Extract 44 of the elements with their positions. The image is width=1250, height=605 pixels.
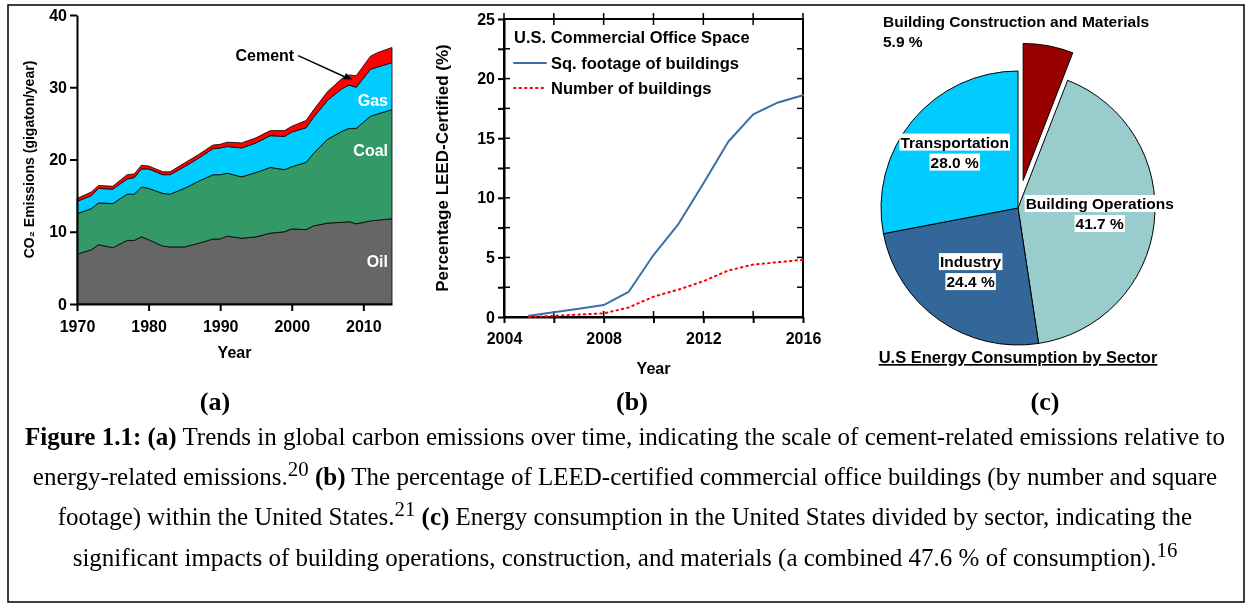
x-axis-title: Year <box>636 360 671 377</box>
x-axis-title: Year <box>217 344 252 361</box>
slice-label: Building Operations <box>1025 195 1174 213</box>
slice-label: Building Construction and Materials <box>883 13 1150 30</box>
x-tick-label: 2008 <box>586 329 623 347</box>
y-tick-label: 10 <box>477 189 496 207</box>
y-tick-label: 25 <box>477 10 496 28</box>
y-tick-label: 40 <box>49 6 68 24</box>
y-axis-title: CO₂ Emissions (gigaton/year) <box>21 60 37 259</box>
y-tick-label: 30 <box>49 78 68 96</box>
series-label: Oil <box>366 253 388 271</box>
x-tick-label: 2004 <box>486 329 523 347</box>
y-tick-label: 15 <box>477 129 496 147</box>
legend-label: Number of buildings <box>551 79 712 97</box>
y-tick-label: 20 <box>477 70 496 88</box>
data-label: 41.7 % <box>1075 215 1125 233</box>
text: (a) <box>199 387 231 416</box>
legend-label: Sq. footage of buildings <box>551 54 739 72</box>
y-tick-label: 10 <box>49 223 68 241</box>
y-tick-label: 0 <box>486 308 496 326</box>
text: Figure 1.1: (a) Trends in global carbon emissions over time, indicating the scale of cement-related emissions relative to energy-related emissions.$^{20}$ (b) The percentage of LEED-certified commercial office buildings (by number and square footage) within the United States.$^{21}$ (c) Energy consumption in the United States divided by sector, indicating the significant impacts of building operations, construction, and materials (a combined 47.6 % of consumption).$^{16}$ <box>25 423 1225 571</box>
text: Cement <box>235 46 295 64</box>
text: (c) <box>1030 387 1060 416</box>
x-tick-label: 2016 <box>785 329 822 347</box>
y-tick-label: 5 <box>486 249 496 267</box>
y-tick-label: 20 <box>49 151 68 169</box>
x-tick-label: 2010 <box>346 317 382 335</box>
data-label: 5.9 % <box>883 33 923 50</box>
slice-label: Transportation <box>900 133 1009 151</box>
y-axis-title: Percentage LEED-Certified (%) <box>433 44 452 292</box>
text: (b) <box>616 387 648 416</box>
slice-label: Industry <box>939 253 1002 271</box>
legend-title: U.S. Commercial Office Space <box>514 28 750 46</box>
data-label: 24.4 % <box>946 273 995 291</box>
text: U.S Energy Consumption by Sector <box>878 348 1158 366</box>
series-label: Coal <box>353 142 388 160</box>
data-label: 28.0 % <box>930 153 979 171</box>
series-label: Gas <box>357 92 389 110</box>
y-tick-label: 0 <box>58 295 68 313</box>
x-tick-label: 2000 <box>274 317 311 335</box>
x-tick-label: 2012 <box>686 329 722 347</box>
x-tick-label: 1980 <box>131 317 167 335</box>
x-tick-label: 1990 <box>202 317 239 335</box>
x-tick-label: 1970 <box>59 317 96 335</box>
